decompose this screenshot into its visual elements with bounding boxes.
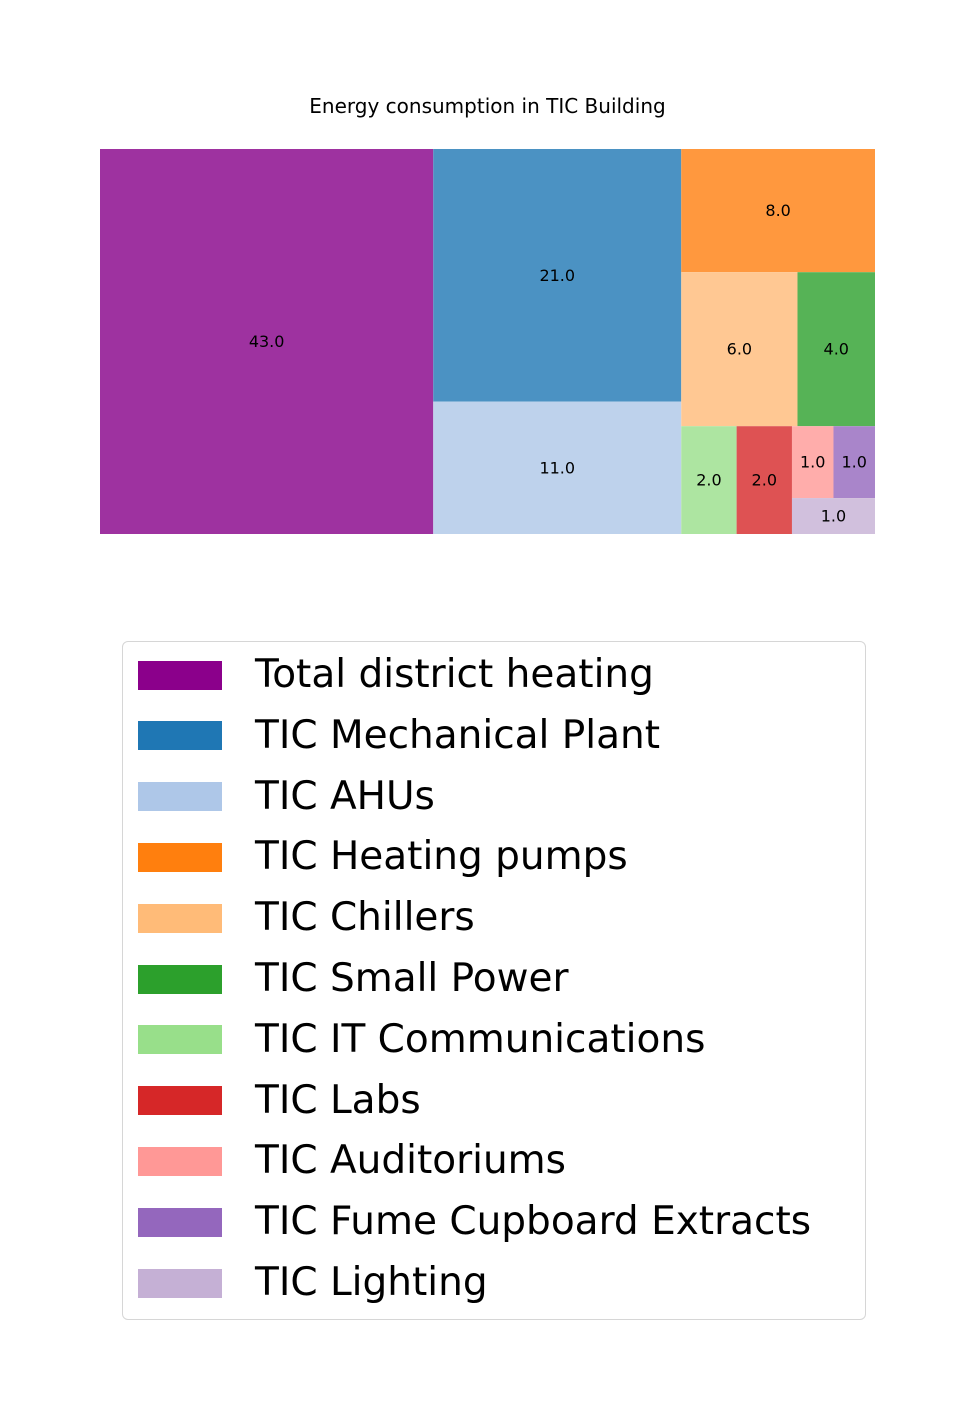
legend-label: TIC Labs [255,1077,421,1123]
chart-title: Energy consumption in TIC Building [309,94,666,118]
legend-item-tic-it-communications: TIC IT Communications [138,1016,706,1062]
legend-label: TIC AHUs [255,773,435,819]
treemap-label-tic-it-communications: 2.0 [696,471,721,490]
treemap-cell-tic-fume-cupboard-extracts [833,426,875,499]
legend-swatch [138,660,222,690]
legend-item-tic-small-power: TIC Small Power [138,959,569,999]
legend-item-tic-lighting: TIC Lighting [138,1263,488,1303]
legend-item-tic-labs: TIC Labs [138,1077,421,1123]
legend-label: TIC Auditoriums [255,1138,566,1184]
legend-label: TIC Small Power [255,956,569,1001]
legend-item-tic-mechanical-plant: TIC Mechanical Plant [138,712,661,758]
legend-swatch [138,721,222,751]
legend-swatch [138,903,222,933]
treemap-cell-tic-labs [736,426,792,534]
treemap-label-tic-chillers: 6.0 [727,340,752,359]
legend-swatch [138,1146,222,1176]
treemap-cell-tic-it-communications [681,426,737,534]
legend-item-tic-fume-cupboard-extracts: TIC Fume Cupboard Extracts [138,1202,811,1242]
treemap-label-tic-fume-cupboard-extracts: 1.0 [842,453,867,472]
legend-swatch [138,1207,222,1237]
treemap-label-tic-mechanical-plant: 21.0 [539,266,575,285]
treemap-label-tic-heating-pumps: 8.0 [765,201,790,220]
treemap-cell-tic-chillers [681,272,798,427]
legend-swatch [138,1025,222,1055]
treemap-label-tic-ahus: 11.0 [539,458,575,477]
legend-label: TIC Chillers [255,895,475,941]
treemap-cell-tic-small-power [797,272,875,427]
treemap-label-tic-small-power: 4.0 [824,340,849,359]
legend: Total district heating TIC Mechanical Pla… [122,641,866,1320]
legend-item-tic-chillers: TIC Chillers [138,898,475,938]
legend-item-tic-auditoriums: TIC Auditoriums [138,1141,566,1181]
legend-item-total-district-heating: Total district heating [138,655,654,695]
legend-item-tic-ahus: TIC AHUs [138,773,435,819]
treemap-cell-tic-ahus [433,401,682,534]
treemap-label-total-district-heating: 43.0 [249,332,285,351]
treemap-chart: 43.0 21.0 11.0 8.0 6.0 4.0 2.0 2.0 1.0 1.0 1.0 [100,149,875,534]
treemap-cell-total-district-heating [100,149,434,534]
legend-label: TIC Fume Cupboard Extracts [255,1199,812,1245]
legend-swatch [138,1086,222,1116]
treemap-cell-tic-mechanical-plant [433,149,682,402]
treemap-cell-tic-heating-pumps [681,149,875,273]
treemap-cell-tic-lighting [791,498,875,534]
legend-label: Total district heating [255,652,654,697]
treemap-label-tic-auditoriums: 1.0 [800,453,825,472]
legend-swatch [138,964,222,994]
legend-swatch [138,842,222,872]
treemap-label-tic-labs: 2.0 [752,471,777,490]
treemap-cell-tic-auditoriums [791,426,834,499]
treemap-label-tic-lighting: 1.0 [821,507,846,526]
legend-swatch [138,782,222,812]
legend-label: TIC Mechanical Plant [255,712,661,758]
legend-item-tic-heating-pumps: TIC Heating pumps [138,837,628,877]
legend-label: TIC Heating pumps [255,834,628,880]
legend-swatch [138,1268,222,1298]
legend-label: TIC Lighting [255,1260,488,1305]
legend-label: TIC IT Communications [255,1016,706,1062]
